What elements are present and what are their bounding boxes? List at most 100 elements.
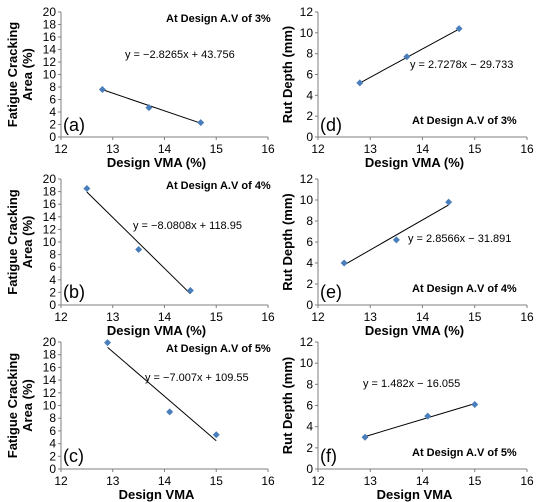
- y-axis-label: Fatigue Cracking: [5, 22, 20, 128]
- y-tick-label: 20: [43, 5, 57, 19]
- data-point: [403, 53, 411, 61]
- x-tick-label: 12: [54, 474, 68, 488]
- y-tick-label: 0: [306, 130, 313, 144]
- y-tick-label: 10: [43, 235, 57, 249]
- x-axis-label: Design VMA: [119, 487, 195, 502]
- trend-equation: y = −7.007x + 109.55: [145, 372, 249, 384]
- y-tick-label: 20: [43, 172, 57, 186]
- x-axis-label: Design VMA (%): [365, 323, 464, 338]
- x-axis-label: Design VMA (%): [365, 155, 464, 170]
- data-point: [104, 339, 112, 347]
- y-tick-label: 8: [306, 377, 313, 391]
- y-tick-label: 12: [43, 386, 57, 400]
- x-tick-label: 14: [416, 310, 430, 324]
- y-tick-label: 6: [49, 260, 56, 274]
- panel-label: (f): [320, 446, 337, 466]
- y-tick-label: 10: [43, 399, 57, 413]
- y-tick-label: 12: [43, 55, 57, 69]
- x-tick-label: 12: [54, 310, 68, 324]
- y-tick-label: 12: [300, 335, 314, 349]
- panel-4: 0 2 4 6 8 10 12 12 13 14 15 16 Design VMA (%) Rut Dep…: [280, 172, 534, 338]
- y-tick-label: 2: [49, 449, 56, 463]
- y-tick-label: 4: [306, 420, 313, 434]
- x-tick-label: 16: [520, 474, 534, 488]
- data-point: [197, 119, 205, 127]
- y-tick-label: 0: [306, 298, 313, 312]
- y-tick-label: 10: [43, 68, 57, 82]
- data-point: [212, 431, 220, 439]
- data-point: [166, 408, 174, 416]
- data-point: [356, 79, 364, 87]
- y-tick-label: 20: [43, 335, 57, 349]
- x-tick-label: 12: [54, 142, 68, 156]
- x-axis-label: Design VMA: [377, 487, 453, 502]
- y-axis-label: Fatigue Cracking: [5, 189, 20, 295]
- y-tick-label: 18: [43, 185, 57, 199]
- data-point: [361, 433, 369, 441]
- y-tick-label: 16: [43, 30, 57, 44]
- y-tick-label: 8: [306, 214, 313, 228]
- data-point: [424, 412, 432, 420]
- y-tick-label: 12: [43, 222, 57, 236]
- panel-label: (b): [63, 282, 85, 302]
- y-tick-label: 14: [43, 43, 57, 57]
- y-tick-label: 4: [306, 256, 313, 270]
- x-tick-label: 14: [158, 142, 172, 156]
- x-tick-label: 16: [261, 142, 275, 156]
- x-tick-label: 14: [416, 474, 430, 488]
- y-axis-label: Rut Depth (mm): [280, 357, 295, 455]
- x-tick-label: 13: [106, 474, 120, 488]
- y-tick-label: 2: [49, 118, 56, 132]
- x-axis-label: Design VMA (%): [107, 155, 206, 170]
- trend-equation: y = −2.8265x + 43.756: [125, 49, 235, 61]
- y-axis-label: Area (%): [20, 216, 35, 269]
- y-tick-label: 6: [49, 93, 56, 107]
- x-tick-label: 12: [311, 142, 325, 156]
- design-av-annotation: At Design A.V of 4%: [412, 283, 517, 295]
- y-tick-label: 8: [306, 47, 313, 61]
- panel-2: 0 2 4 6 8 10 12 12 13 14 15 16 Design VMA (%) Rut Dep…: [280, 5, 534, 170]
- y-tick-label: 12: [300, 172, 314, 186]
- y-tick-label: 6: [306, 68, 313, 82]
- panel-6: 0 2 4 6 8 10 12 12 13 14 15 16 Design VMA Rut Depth (…: [280, 335, 534, 502]
- y-axis-label: Rut Depth (mm): [280, 193, 295, 291]
- y-axis-label: Area (%): [20, 48, 35, 101]
- y-tick-label: 6: [306, 235, 313, 249]
- y-axis-label: Area (%): [20, 379, 35, 432]
- panel-label: (d): [320, 115, 342, 135]
- x-tick-label: 14: [158, 474, 172, 488]
- data-point: [445, 198, 453, 206]
- x-tick-label: 16: [261, 310, 275, 324]
- y-tick-label: 10: [300, 193, 314, 207]
- y-tick-label: 6: [49, 424, 56, 438]
- y-tick-label: 0: [49, 130, 56, 144]
- x-tick-label: 15: [468, 310, 482, 324]
- data-point: [83, 184, 91, 192]
- x-tick-label: 15: [468, 142, 482, 156]
- data-point: [145, 104, 153, 112]
- y-tick-label: 16: [43, 197, 57, 211]
- trend-equation: y = 1.482x − 16.055: [363, 378, 460, 390]
- x-tick-label: 15: [468, 474, 482, 488]
- x-tick-label: 16: [520, 142, 534, 156]
- x-tick-label: 15: [210, 142, 224, 156]
- x-tick-label: 15: [210, 310, 224, 324]
- trend-line: [86, 191, 191, 295]
- design-av-annotation: At Design A.V of 4%: [166, 180, 271, 192]
- y-tick-label: 4: [306, 88, 313, 102]
- panel-label: (e): [320, 282, 342, 302]
- trend-equation: y = 2.8566x − 31.891: [408, 233, 511, 245]
- data-point: [340, 259, 348, 267]
- x-tick-label: 13: [106, 310, 120, 324]
- design-av-annotation: At Design A.V of 3%: [166, 13, 271, 25]
- data-point: [98, 86, 106, 93]
- design-av-annotation: At Design A.V of 5%: [166, 343, 271, 355]
- y-tick-label: 18: [43, 348, 57, 362]
- x-tick-label: 13: [106, 142, 120, 156]
- x-tick-label: 13: [364, 474, 378, 488]
- design-av-annotation: At Design A.V of 3%: [412, 115, 517, 127]
